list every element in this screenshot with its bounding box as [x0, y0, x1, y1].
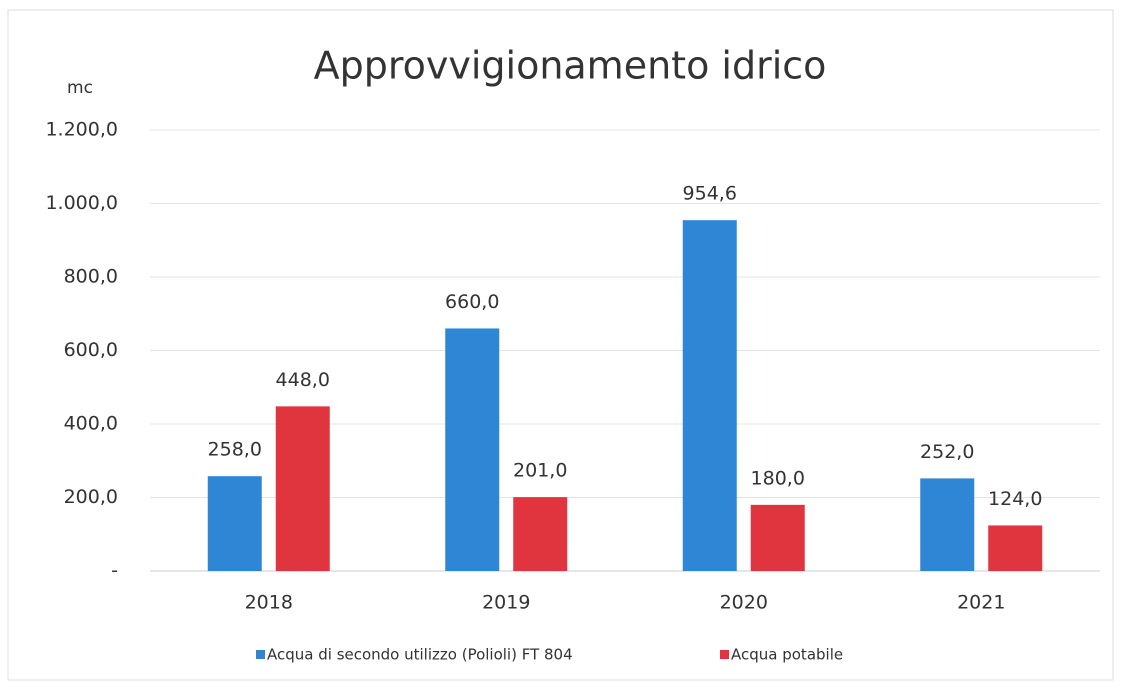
chart-border: [7, 9, 1114, 681]
y-tick-label: 1.200,0: [45, 119, 118, 141]
value-label: 448,0: [276, 369, 330, 391]
x-tick-label: 2019: [482, 592, 530, 614]
y-tick-label: 200,0: [64, 486, 118, 508]
x-tick-label: 2020: [720, 592, 768, 614]
value-label: 660,0: [445, 291, 499, 313]
y-tick-label: 1.000,0: [45, 192, 118, 214]
bar: [920, 478, 975, 571]
bar: [207, 476, 262, 571]
x-tick-label: 2021: [957, 592, 1005, 614]
y-tick-label: 600,0: [64, 339, 118, 361]
bar: [750, 504, 805, 571]
x-tick-label: 2018: [245, 592, 293, 614]
bar: [275, 406, 330, 571]
value-label: 252,0: [920, 441, 974, 463]
bar: [682, 220, 737, 571]
chart-title: Approvvigionamento idrico: [314, 44, 827, 88]
y-tick-label: 800,0: [64, 266, 118, 288]
value-label: 954,6: [683, 183, 737, 205]
bar: [988, 525, 1043, 571]
legend-swatch: [256, 650, 265, 659]
value-label: 258,0: [208, 439, 262, 461]
bar: [513, 497, 568, 571]
y-tick-label: -: [111, 560, 118, 582]
legend-swatch: [720, 650, 729, 659]
bar: [445, 328, 500, 571]
legend-label: Acqua di secondo utilizzo (Polioli) FT 8…: [267, 646, 573, 664]
y-axis-label: mc: [67, 78, 93, 98]
value-label: 124,0: [988, 488, 1042, 510]
y-tick-label: 400,0: [64, 413, 118, 435]
value-label: 180,0: [751, 467, 805, 489]
value-label: 201,0: [513, 460, 567, 482]
legend-label: Acqua potabile: [731, 646, 843, 664]
